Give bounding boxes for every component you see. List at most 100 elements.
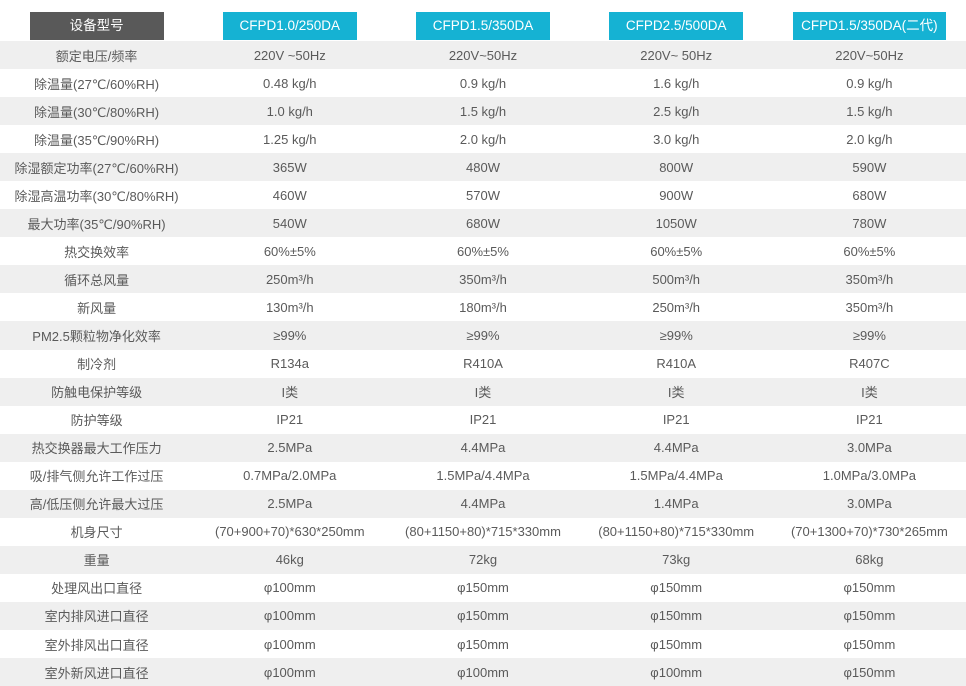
cell-value: 680W <box>466 215 500 231</box>
cell-value: 2.0 kg/h <box>459 131 507 147</box>
cell-value: R134a <box>270 356 309 372</box>
cell-value: 0.9 kg/h <box>459 75 507 91</box>
cell-value: φ150mm <box>843 608 896 624</box>
cell-value: 1.4MPa <box>653 496 699 512</box>
model-header-badge: CFPD2.5/500DA <box>609 12 744 40</box>
cell-value: 590W <box>852 159 887 175</box>
cell-value: 73kg <box>662 552 691 568</box>
cell-value: 130m³/h <box>265 299 314 315</box>
cell-value: φ100mm <box>263 636 316 652</box>
cell-value: 350m³/h <box>845 299 894 315</box>
cell-value: 220V~50Hz <box>448 47 518 63</box>
cell-value: φ100mm <box>650 664 703 680</box>
row-label: 室外排风出口直径 <box>44 637 149 653</box>
row-label: 除温量(30℃/80%RH) <box>34 104 160 120</box>
header-cell-model-1: CFPD1.0/250DA <box>193 0 386 41</box>
cell-value: 0.7MPa/2.0MPa <box>243 468 337 484</box>
row-label: 机身尺寸 <box>70 525 123 541</box>
row-label: 重量 <box>83 553 110 569</box>
cell-value: 60%±5% <box>843 243 896 259</box>
cell-value: (80+1150+80)*715*330mm <box>598 524 755 540</box>
cell-value: 780W <box>852 215 887 231</box>
cell-value: 60%±5% <box>650 243 703 259</box>
cell-value: 365W <box>272 159 307 175</box>
spec-row: 防护等级 IP21 IP21 IP21 IP21 <box>0 405 966 434</box>
header-cell-model-4: CFPD1.5/350DA(二代) <box>773 0 966 41</box>
spec-row: 除温量(27℃/60%RH) 0.48 kg/h 0.9 kg/h 1.6 kg/h 0… <box>0 69 966 98</box>
row-label: 最大功率(35℃/90%RH) <box>27 216 166 232</box>
cell-value: φ150mm <box>457 580 509 596</box>
row-label: 热交换器最大工作压力 <box>31 441 162 457</box>
cell-value: φ150mm <box>650 580 703 596</box>
cell-value: I类 <box>861 385 878 401</box>
cell-value: 220V~50Hz <box>835 47 904 63</box>
cell-value: 480W <box>466 159 500 175</box>
row-label: 吸/排气侧允许工作过压 <box>29 469 164 485</box>
cell-value: 680W <box>852 187 887 203</box>
model-header-badge: CFPD1.0/250DA <box>222 12 357 40</box>
cell-value: 220V~ 50Hz <box>640 47 713 63</box>
cell-value: φ100mm <box>457 664 509 680</box>
cell-value: 460W <box>272 187 307 203</box>
row-label: 额定电压/频率 <box>55 48 138 64</box>
row-label: 制冷剂 <box>77 357 117 373</box>
spec-row: 额定电压/频率 220V ~50Hz 220V~50Hz 220V~ 50Hz 220V… <box>0 41 966 70</box>
cell-value: 4.4MPa <box>653 440 699 456</box>
row-label: 室内排风进口直径 <box>44 609 149 625</box>
cell-value: φ100mm <box>263 664 316 680</box>
cell-value: R410A <box>656 356 697 372</box>
cell-value: 2.5 kg/h <box>653 103 700 119</box>
spec-row: 室内排风进口直径 φ100mm φ150mm φ150mm φ150mm <box>0 601 966 630</box>
row-label: 高/低压侧允许最大过压 <box>29 497 164 513</box>
cell-value: 540W <box>272 215 307 231</box>
cell-value: ≥99% <box>273 327 307 343</box>
table-body: 额定电压/频率 220V ~50Hz 220V~50Hz 220V~ 50Hz 220V… <box>0 41 966 686</box>
cell-value: φ100mm <box>263 580 316 596</box>
cell-value: IP21 <box>662 412 690 428</box>
cell-value: 1.0 kg/h <box>266 103 313 119</box>
model-header-badge: CFPD1.5/350DA <box>415 12 550 40</box>
cell-value: 68kg <box>855 552 884 568</box>
cell-value: 1.5MPa/4.4MPa <box>436 468 530 484</box>
cell-value: 1.5MPa/4.4MPa <box>629 468 723 484</box>
cell-value: 350m³/h <box>459 271 507 287</box>
header-cell-device-model: 设备型号 <box>0 0 193 41</box>
spec-row: 处理风出口直径 φ100mm φ150mm φ150mm φ150mm <box>0 573 966 602</box>
spec-row: 除湿额定功率(27℃/60%RH) 365W 480W 800W 590W <box>0 153 966 182</box>
model-header-badge: CFPD1.5/350DA(二代) <box>793 12 946 40</box>
spec-row: 高/低压侧允许最大过压 2.5MPa 4.4MPa 1.4MPa 3.0MPa <box>0 489 966 518</box>
spec-row: 新风量 130m³/h 180m³/h 250m³/h 350m³/h <box>0 293 966 322</box>
cell-value: 72kg <box>468 552 498 568</box>
cell-value: 350m³/h <box>845 271 894 287</box>
row-label: 室外新风进口直径 <box>44 665 149 681</box>
cell-value: 3.0MPa <box>846 440 892 456</box>
cell-value: φ100mm <box>263 608 316 624</box>
cell-value: 1.25 kg/h <box>263 131 317 147</box>
cell-value: 180m³/h <box>459 299 507 315</box>
cell-value: φ150mm <box>457 636 509 652</box>
cell-value: (70+1300+70)*730*265mm <box>790 524 948 540</box>
cell-value: φ150mm <box>650 608 703 624</box>
cell-value: IP21 <box>856 412 883 428</box>
cell-value: (80+1150+80)*715*330mm <box>405 524 561 540</box>
cell-value: 250m³/h <box>652 299 701 315</box>
spec-row: 除湿高温功率(30℃/80%RH) 460W 570W 900W 680W <box>0 181 966 210</box>
cell-value: ≥99% <box>659 327 693 343</box>
cell-value: 250m³/h <box>265 271 314 287</box>
cell-value: 570W <box>466 187 500 203</box>
cell-value: 2.5MPa <box>267 496 313 512</box>
cell-value: 1.5 kg/h <box>846 103 893 119</box>
cell-value: (70+900+70)*630*250mm <box>214 524 365 540</box>
cell-value: φ150mm <box>457 608 509 624</box>
cell-value: I类 <box>667 385 685 401</box>
cell-value: φ150mm <box>843 664 896 680</box>
table-header-row: 设备型号 CFPD1.0/250DA CFPD1.5/350DA CFPD2.5… <box>0 0 966 41</box>
spec-row: 热交换效率 60%±5% 60%±5% 60%±5% 60%±5% <box>0 237 966 266</box>
cell-value: 3.0 kg/h <box>653 131 700 147</box>
cell-value: 500m³/h <box>652 271 701 287</box>
row-label: 新风量 <box>77 300 117 316</box>
cell-value: IP21 <box>276 412 304 428</box>
spec-row: 机身尺寸 (70+900+70)*630*250mm (80+1150+80)*71… <box>0 517 966 546</box>
row-label: 除温量(35℃/90%RH) <box>34 132 160 148</box>
